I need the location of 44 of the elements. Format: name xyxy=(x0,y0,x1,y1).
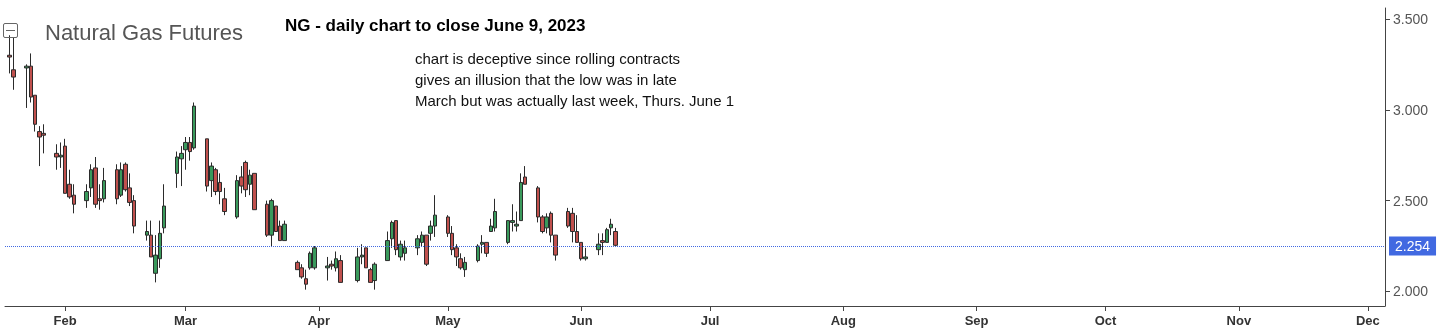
x-tick-label: Jul xyxy=(700,313,720,328)
y-tick-label: 2.000 xyxy=(1393,283,1429,300)
candlestick xyxy=(115,163,119,205)
candlestick xyxy=(600,232,605,256)
x-tick-label: Dec xyxy=(1355,313,1380,328)
x-tick-label: Feb xyxy=(53,313,77,328)
annotation: March but was actually last week, Thurs. June 1 xyxy=(415,92,735,109)
candlestick xyxy=(252,172,257,211)
y-tick-label: 3.500 xyxy=(1393,10,1429,27)
candlestick xyxy=(37,125,42,167)
candlestick xyxy=(269,198,274,247)
candlestick xyxy=(338,254,343,283)
x-tick-label: Nov xyxy=(1226,313,1252,328)
x-tick-label: Mar xyxy=(174,313,198,328)
candlestick xyxy=(415,234,420,256)
candlestick xyxy=(355,247,360,283)
candlestick xyxy=(570,207,575,243)
candlestick xyxy=(325,256,330,282)
x-tick-label: Oct xyxy=(1094,313,1118,328)
candlestick xyxy=(162,183,166,234)
ref-line-label: 2.254 xyxy=(1395,238,1431,255)
text: Natural Gas Futures xyxy=(45,19,244,45)
candlestick xyxy=(54,143,59,171)
x-tick-label: Jun xyxy=(569,313,593,328)
chart-title: NG - daily chart to close June 9, 2023 xyxy=(285,16,586,35)
candlestick xyxy=(364,247,368,269)
y-tick-label: 3.000 xyxy=(1393,101,1429,118)
candlestick xyxy=(613,227,618,247)
x-tick-label: Apr xyxy=(307,313,331,328)
candlestick xyxy=(372,261,377,291)
annotation: gives an illusion that the low was in late xyxy=(415,71,677,88)
candlestick xyxy=(596,232,601,256)
x-tick-label: Aug xyxy=(830,313,857,328)
y-tick-label: 2.500 xyxy=(1393,192,1429,209)
candlestick xyxy=(493,198,497,232)
candlestick xyxy=(93,156,98,209)
x-tick-label: May xyxy=(435,313,462,328)
candlestick xyxy=(243,160,248,198)
candlestick xyxy=(282,220,287,242)
annotation: chart is deceptive since rolling contracts xyxy=(415,50,681,67)
candlestick xyxy=(312,245,317,271)
candlestick xyxy=(11,36,16,91)
x-tick-label: Sep xyxy=(964,313,989,328)
candlestick xyxy=(222,187,227,216)
